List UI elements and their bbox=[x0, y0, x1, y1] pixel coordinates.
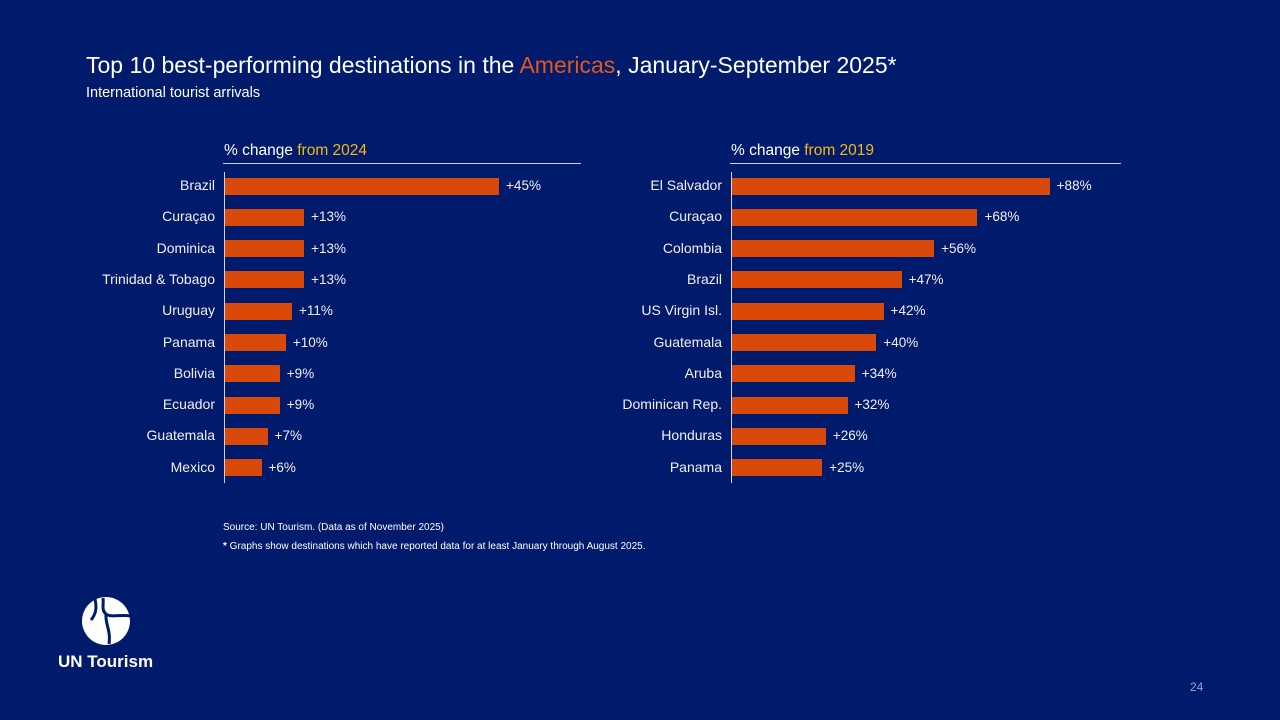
logo-text: UN Tourism bbox=[58, 652, 154, 671]
category-label: Curaçao bbox=[162, 208, 215, 225]
category-label: Curaçao bbox=[669, 208, 722, 225]
y-axis-line bbox=[224, 172, 225, 483]
data-label: +10% bbox=[292, 334, 328, 350]
data-label: +40% bbox=[883, 334, 919, 350]
data-label: +6% bbox=[268, 459, 296, 475]
category-label: Honduras bbox=[661, 427, 722, 444]
category-label: Dominican Rep. bbox=[622, 396, 722, 413]
bar bbox=[732, 177, 1050, 195]
title-text: Top 10 best-performing destinations in t… bbox=[86, 52, 520, 78]
data-label: +11% bbox=[298, 303, 333, 319]
bar bbox=[225, 208, 305, 226]
chart-header-accent: from 2024 bbox=[297, 142, 368, 159]
data-label: +45% bbox=[506, 178, 541, 193]
bar bbox=[732, 334, 877, 351]
data-label: +47% bbox=[908, 271, 944, 287]
category-label: Dominica bbox=[156, 239, 215, 256]
category-label: US Virgin Isl. bbox=[641, 302, 722, 319]
category-label: Panama bbox=[162, 333, 215, 350]
chart-header-accent: from 2019 bbox=[804, 142, 875, 159]
chart-header-prefix: % change bbox=[224, 142, 298, 159]
data-label: +88% bbox=[1056, 178, 1092, 193]
category-label: Bolivia bbox=[173, 364, 215, 381]
data-label: +56% bbox=[941, 240, 977, 256]
data-label: +26% bbox=[832, 428, 868, 444]
category-label: El Salvador bbox=[650, 177, 722, 193]
data-label: +13% bbox=[311, 240, 347, 256]
footnote-mark: * bbox=[223, 541, 227, 552]
bar bbox=[225, 459, 262, 477]
category-label: Brazil bbox=[179, 177, 215, 193]
bar bbox=[225, 271, 305, 289]
title-text-end: , January-September 2025* bbox=[615, 52, 897, 78]
category-label: Brazil bbox=[686, 270, 722, 287]
data-label: +7% bbox=[274, 428, 303, 444]
bar bbox=[225, 365, 280, 383]
category-label: Guatemala bbox=[146, 427, 215, 444]
bar bbox=[732, 208, 978, 226]
category-label: Trinidad & Tobago bbox=[102, 270, 215, 287]
chart-header-rule bbox=[223, 163, 581, 164]
chart-header: % change from 2024 bbox=[224, 142, 367, 160]
data-label: +9% bbox=[286, 397, 315, 413]
un-tourism-logo-icon bbox=[82, 597, 131, 645]
data-label: +9% bbox=[286, 365, 315, 381]
bar bbox=[225, 334, 286, 351]
bar bbox=[225, 302, 292, 320]
page-title: Top 10 best-performing destinations in t… bbox=[86, 52, 897, 79]
data-label: +13% bbox=[311, 209, 347, 225]
category-label: Colombia bbox=[662, 239, 722, 256]
bar bbox=[732, 240, 935, 258]
category-label: Mexico bbox=[170, 458, 215, 475]
y-axis-line bbox=[731, 172, 732, 483]
title-highlight: Americas bbox=[519, 52, 616, 78]
footnote-text: Graphs show destinations which have repo… bbox=[226, 541, 646, 552]
bar bbox=[225, 427, 268, 445]
category-label: Ecuador bbox=[162, 396, 215, 413]
chart-header-rule bbox=[730, 163, 1121, 164]
bar bbox=[732, 302, 884, 320]
bar bbox=[732, 365, 855, 383]
source-note: Source: UN Tourism. (Data as of November… bbox=[223, 522, 445, 533]
chart-header: % change from 2019 bbox=[731, 142, 874, 160]
bar bbox=[225, 396, 280, 414]
chart-header-prefix: % change bbox=[731, 142, 805, 159]
category-label: Aruba bbox=[684, 364, 722, 381]
data-label: +13% bbox=[311, 271, 347, 287]
data-label: +42% bbox=[890, 303, 926, 319]
bar bbox=[732, 396, 848, 414]
bar bbox=[732, 459, 823, 477]
data-label: +34% bbox=[861, 365, 897, 381]
category-label: Guatemala bbox=[653, 333, 722, 350]
data-label: +32% bbox=[854, 397, 890, 413]
category-label: Panama bbox=[669, 458, 722, 475]
bar bbox=[732, 271, 902, 289]
category-label: Uruguay bbox=[162, 302, 215, 319]
data-label: +25% bbox=[829, 459, 865, 475]
bar bbox=[225, 240, 305, 258]
subtitle: International tourist arrivals bbox=[86, 85, 261, 101]
page-number: 24 bbox=[1190, 680, 1204, 694]
footnote: * Graphs show destinations which have re… bbox=[223, 541, 646, 552]
data-label: +68% bbox=[984, 209, 1020, 225]
bar bbox=[225, 177, 500, 195]
bar bbox=[732, 427, 826, 445]
